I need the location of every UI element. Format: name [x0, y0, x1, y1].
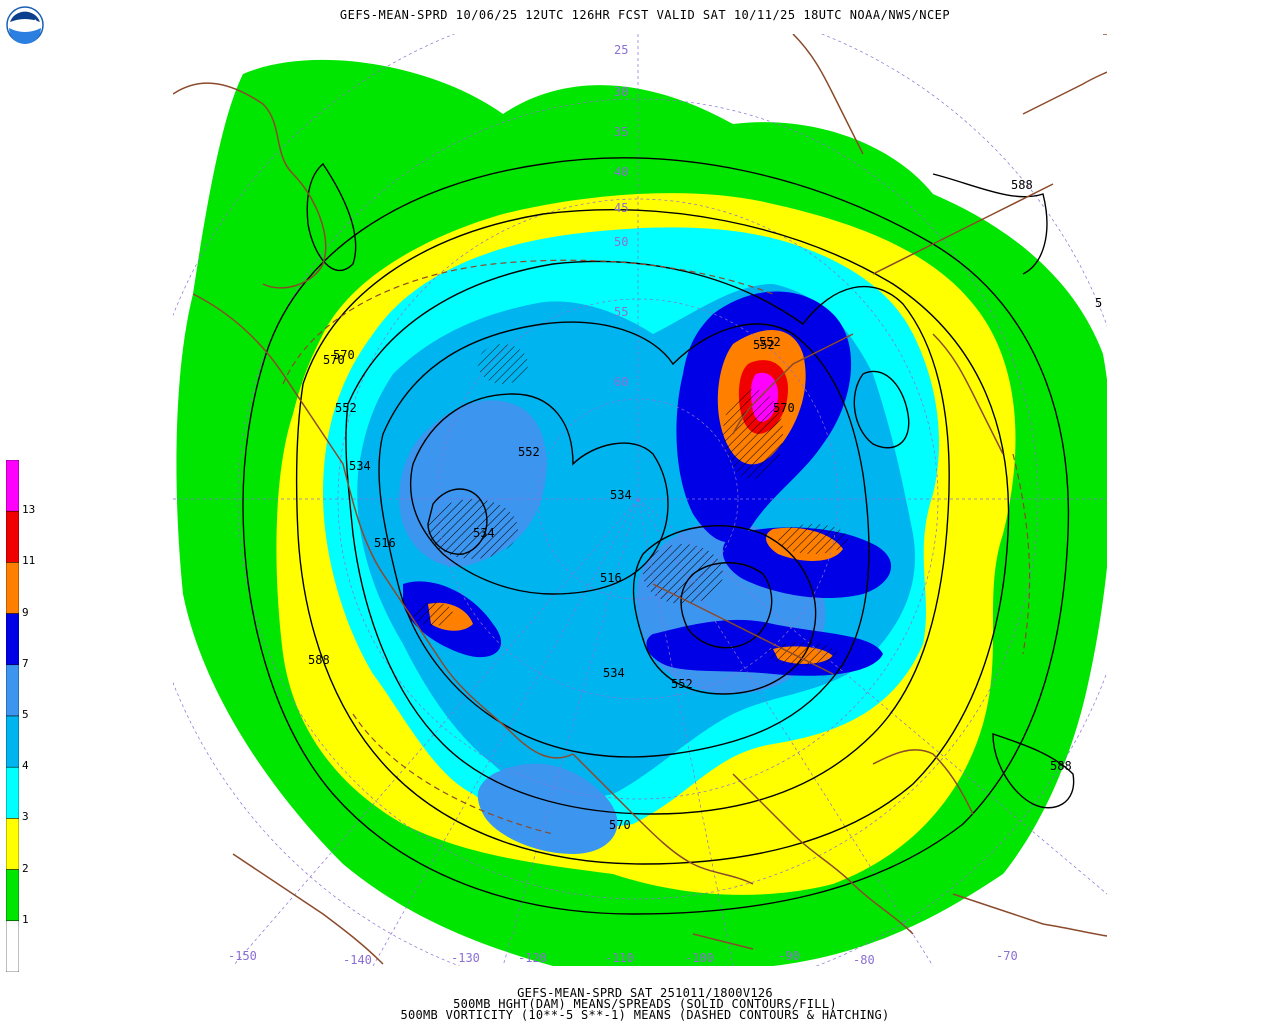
- lat-label: 60: [614, 375, 628, 389]
- footer-line-3: 500MB VORTICITY (10**-5 S**-1) MEANS (DA…: [400, 1008, 890, 1022]
- height-contours: [242, 157, 1075, 915]
- map-title: GEFS-MEAN-SPRD 10/06/25 12UTC 126HR FCST…: [339, 8, 951, 22]
- contour-label: 5: [1095, 296, 1102, 310]
- contour-label: 534: [603, 666, 625, 680]
- legend-swatch: [6, 818, 19, 870]
- contour-label: 534: [610, 488, 632, 502]
- legend-swatch: [6, 510, 19, 563]
- legend-label: 2: [22, 861, 29, 875]
- lat-label: 35: [614, 125, 628, 139]
- legend-label: 13: [22, 503, 36, 517]
- lon-label: -150: [228, 949, 257, 963]
- lat-label: 50: [614, 235, 628, 249]
- lat-label: 45: [614, 201, 628, 215]
- legend-swatch: [6, 664, 19, 717]
- lat-label: 40: [614, 165, 628, 179]
- contour-label: 516: [600, 571, 622, 585]
- legend-swatch: [6, 562, 19, 614]
- contour-label: 570: [333, 348, 355, 362]
- legend-label: 5: [22, 708, 29, 721]
- footer-line-1: GEFS-MEAN-SPRD SAT 251011/1800V126: [517, 986, 773, 1000]
- contour-label: 552: [759, 335, 781, 349]
- contour-labels: 588 570 552 570 552 534 534 516 534 516 …: [308, 178, 1102, 832]
- legend-label: 7: [22, 656, 29, 670]
- lon-label: -140: [343, 953, 372, 966]
- coastlines: [173, 34, 1107, 965]
- legend-label: 4: [22, 759, 29, 773]
- contour-label: 570: [323, 353, 345, 367]
- contour-label: 570: [773, 401, 795, 415]
- contour-label: 552: [518, 445, 540, 459]
- legend-label: 1: [22, 912, 29, 926]
- contour-label: 534: [349, 459, 371, 473]
- footer-line-2: 500MB HGHT(DAM) MEANS/SPREADS (SOLID CON…: [453, 997, 837, 1011]
- lat-label: 55: [614, 305, 628, 319]
- legend-swatch: [6, 869, 19, 922]
- latitude-labels: 25 30 35 40 45 50 55 60: [614, 43, 628, 389]
- lat-lon-grid: [173, 34, 1107, 966]
- legend-label: 11: [22, 554, 36, 568]
- legend-swatch: [6, 715, 19, 768]
- noaa-logo-text: NOAA: [15, 22, 35, 29]
- lat-label: 30: [614, 85, 628, 99]
- lon-label: -90: [778, 949, 800, 963]
- lon-label: -110: [605, 951, 634, 965]
- lon-label: -100: [685, 951, 714, 965]
- contour-label: 570: [609, 818, 631, 832]
- noaa-logo-icon: NOAA: [6, 6, 44, 44]
- longitude-labels: -150 -140 -130 -120 -110 -100 -90 -80 -7…: [228, 949, 1018, 966]
- contour-label: 588: [1011, 178, 1033, 192]
- contour-label: 552: [671, 677, 693, 691]
- lon-label: -130: [451, 951, 480, 965]
- vorticity-contours: [282, 259, 1031, 835]
- legend-label: 9: [22, 605, 29, 619]
- contour-label: 516: [374, 536, 396, 550]
- lon-label: -70: [996, 949, 1018, 963]
- spread-legend: [6, 460, 19, 972]
- lon-label: -80: [853, 953, 875, 966]
- legend-swatch: [6, 460, 19, 512]
- contour-label: 588: [1050, 759, 1072, 773]
- forecast-map: 588 570 552 570 552 534 534 516 534 516 …: [173, 34, 1107, 966]
- legend-swatch: [6, 766, 19, 819]
- contour-label: 534: [473, 526, 495, 540]
- contour-label: 552: [335, 401, 357, 415]
- legend-swatch: [6, 613, 19, 666]
- contour-label: 588: [308, 653, 330, 667]
- lat-label: 25: [614, 43, 628, 57]
- legend-swatch: [6, 920, 19, 972]
- lon-label: -120: [518, 951, 547, 965]
- legend-label: 3: [22, 810, 29, 824]
- contour-label: 552: [753, 338, 775, 352]
